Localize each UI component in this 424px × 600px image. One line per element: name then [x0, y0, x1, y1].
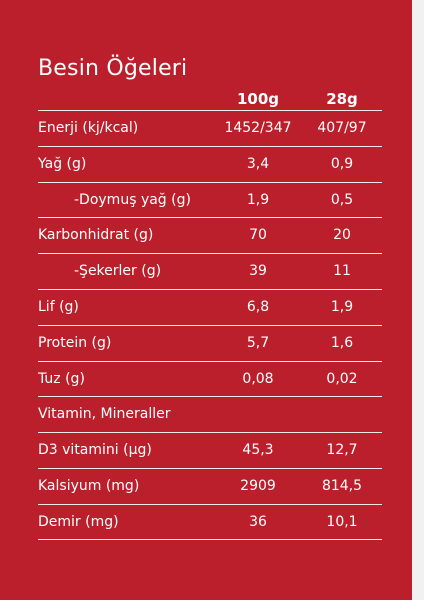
row-label: Karbonhidrat (g)	[38, 227, 154, 244]
row-label: Tuz (g)	[38, 370, 85, 387]
table-row: Vitamin, Mineraller	[38, 396, 382, 432]
value-100g: 0,08	[242, 370, 274, 387]
table-row: Yağ (g) 3,4 0,9	[38, 145, 382, 182]
value-28g: 12,7	[326, 442, 358, 459]
table-row: Kalsiyum (mg) 2909 814,5	[38, 467, 382, 504]
value-100g: 2909	[240, 477, 276, 494]
right-edge-strip	[412, 0, 424, 600]
row-label: -Şekerler (g)	[74, 263, 162, 280]
table-row: D3 vitamini (µg) 45,3 12,7	[38, 432, 382, 468]
value-100g: 1452/347	[224, 120, 292, 136]
value-28g: 1,6	[330, 334, 354, 351]
table-row: -Doymuş yağ (g) 1,9 0,5	[38, 181, 382, 218]
nutrition-panel: Besin Öğeleri 100g 28g Enerji (kj/kcal) …	[0, 0, 412, 600]
value-100g: 5,7	[246, 334, 270, 351]
row-label: Kalsiyum (mg)	[38, 477, 140, 494]
value-100g: 3,4	[246, 155, 270, 172]
column-header-100g: 100g	[236, 90, 280, 108]
row-label: Protein (g)	[38, 334, 112, 351]
value-28g: 20	[333, 227, 351, 244]
value-28g: 0,02	[326, 370, 358, 387]
table-row: Demir (mg) 36 10,1	[38, 503, 382, 540]
row-label: Demir (mg)	[38, 513, 119, 530]
column-header-28g: 28g	[326, 90, 358, 108]
table-row: Protein (g) 5,7 1,6	[38, 324, 382, 361]
table-row: Lif (g) 6,8 1,9	[38, 288, 382, 325]
row-label: Lif (g)	[38, 298, 79, 315]
row-label: D3 vitamini (µg)	[38, 442, 152, 459]
value-100g: 45,3	[242, 442, 274, 459]
value-28g: 11	[333, 263, 351, 280]
row-label: Enerji (kj/kcal)	[38, 120, 139, 136]
value-28g: 10,1	[326, 513, 358, 530]
value-100g: 36	[249, 513, 267, 530]
value-100g: 6,8	[246, 298, 270, 315]
table-row: Enerji (kj/kcal) 1452/347 407/97	[38, 110, 382, 146]
row-label: -Doymuş yağ (g)	[74, 191, 191, 208]
page-title: Besin Öğeleri	[38, 56, 188, 81]
value-100g: 70	[249, 227, 267, 244]
value-28g: 1,9	[330, 298, 354, 315]
value-100g: 1,9	[246, 191, 270, 208]
nutrition-table: Enerji (kj/kcal) 1452/347 407/97 Yağ (g)…	[38, 110, 382, 540]
value-28g: 407/97	[317, 120, 367, 136]
table-row: -Şekerler (g) 39 11	[38, 253, 382, 289]
row-label: Vitamin, Mineraller	[38, 406, 171, 423]
value-28g: 0,5	[330, 191, 354, 208]
row-label: Yağ (g)	[38, 155, 87, 172]
table-row: Tuz (g) 0,08 0,02	[38, 360, 382, 397]
value-100g: 39	[249, 263, 267, 280]
value-28g: 0,9	[330, 155, 354, 172]
table-row: Karbonhidrat (g) 70 20	[38, 217, 382, 253]
value-28g: 814,5	[321, 477, 363, 494]
